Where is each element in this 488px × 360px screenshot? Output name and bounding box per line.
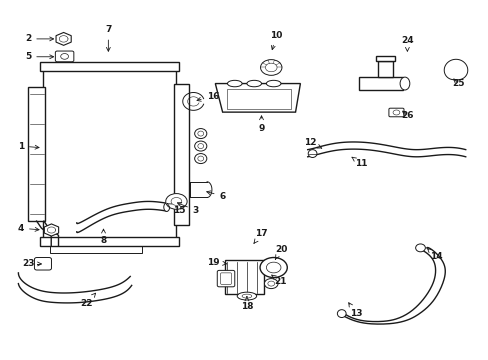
Text: 3: 3 <box>177 203 199 215</box>
Text: 13: 13 <box>348 303 362 319</box>
Bar <box>42 69 176 239</box>
Text: 26: 26 <box>400 111 413 120</box>
Ellipse shape <box>198 156 203 161</box>
Text: 10: 10 <box>269 31 282 50</box>
Bar <box>375 56 394 61</box>
Ellipse shape <box>266 80 281 87</box>
Ellipse shape <box>198 131 203 136</box>
Ellipse shape <box>246 80 261 87</box>
Circle shape <box>266 262 281 273</box>
Text: 4: 4 <box>18 224 39 233</box>
FancyBboxPatch shape <box>55 51 74 62</box>
Text: 23: 23 <box>22 260 41 269</box>
Text: 11: 11 <box>351 157 366 168</box>
Bar <box>227 89 290 109</box>
Text: 1: 1 <box>18 141 39 150</box>
Circle shape <box>171 198 182 205</box>
Bar <box>377 61 392 77</box>
Text: 16: 16 <box>197 91 219 101</box>
Polygon shape <box>56 32 71 45</box>
Ellipse shape <box>194 154 206 163</box>
Ellipse shape <box>163 203 169 211</box>
Text: 24: 24 <box>400 36 413 51</box>
Ellipse shape <box>194 129 206 139</box>
Circle shape <box>61 54 68 59</box>
Bar <box>174 84 188 225</box>
Text: 25: 25 <box>451 79 464 88</box>
Text: 21: 21 <box>271 275 286 286</box>
Bar <box>28 87 45 221</box>
Circle shape <box>392 110 399 115</box>
Circle shape <box>265 63 277 72</box>
Text: 22: 22 <box>80 293 95 308</box>
Text: 17: 17 <box>253 229 267 243</box>
Bar <box>40 237 179 246</box>
Circle shape <box>267 281 274 286</box>
Text: 14: 14 <box>427 248 442 261</box>
Bar <box>358 77 402 90</box>
Text: 20: 20 <box>274 245 286 260</box>
Polygon shape <box>215 84 300 112</box>
Circle shape <box>260 60 282 75</box>
Text: 5: 5 <box>25 52 54 61</box>
Text: 6: 6 <box>206 191 225 201</box>
Ellipse shape <box>198 144 203 149</box>
Circle shape <box>165 194 187 209</box>
Ellipse shape <box>237 292 256 300</box>
Text: 18: 18 <box>240 297 253 311</box>
Bar <box>224 260 264 294</box>
Ellipse shape <box>194 141 206 151</box>
Text: 7: 7 <box>105 26 111 51</box>
Ellipse shape <box>307 150 316 157</box>
Bar <box>40 62 179 71</box>
Bar <box>50 242 142 253</box>
Circle shape <box>260 257 287 278</box>
FancyBboxPatch shape <box>217 270 234 287</box>
Text: 9: 9 <box>258 116 264 133</box>
Circle shape <box>264 279 278 289</box>
Ellipse shape <box>227 80 242 87</box>
FancyBboxPatch shape <box>34 257 51 270</box>
FancyBboxPatch shape <box>388 108 403 117</box>
Text: 8: 8 <box>100 229 106 245</box>
Polygon shape <box>443 59 467 80</box>
Text: 15: 15 <box>167 203 185 215</box>
Ellipse shape <box>337 310 346 318</box>
Ellipse shape <box>415 244 425 252</box>
Text: 12: 12 <box>303 138 321 148</box>
Text: 19: 19 <box>206 258 226 267</box>
Ellipse shape <box>399 77 409 90</box>
Ellipse shape <box>242 294 251 298</box>
Text: 2: 2 <box>25 35 54 44</box>
Polygon shape <box>44 224 59 236</box>
